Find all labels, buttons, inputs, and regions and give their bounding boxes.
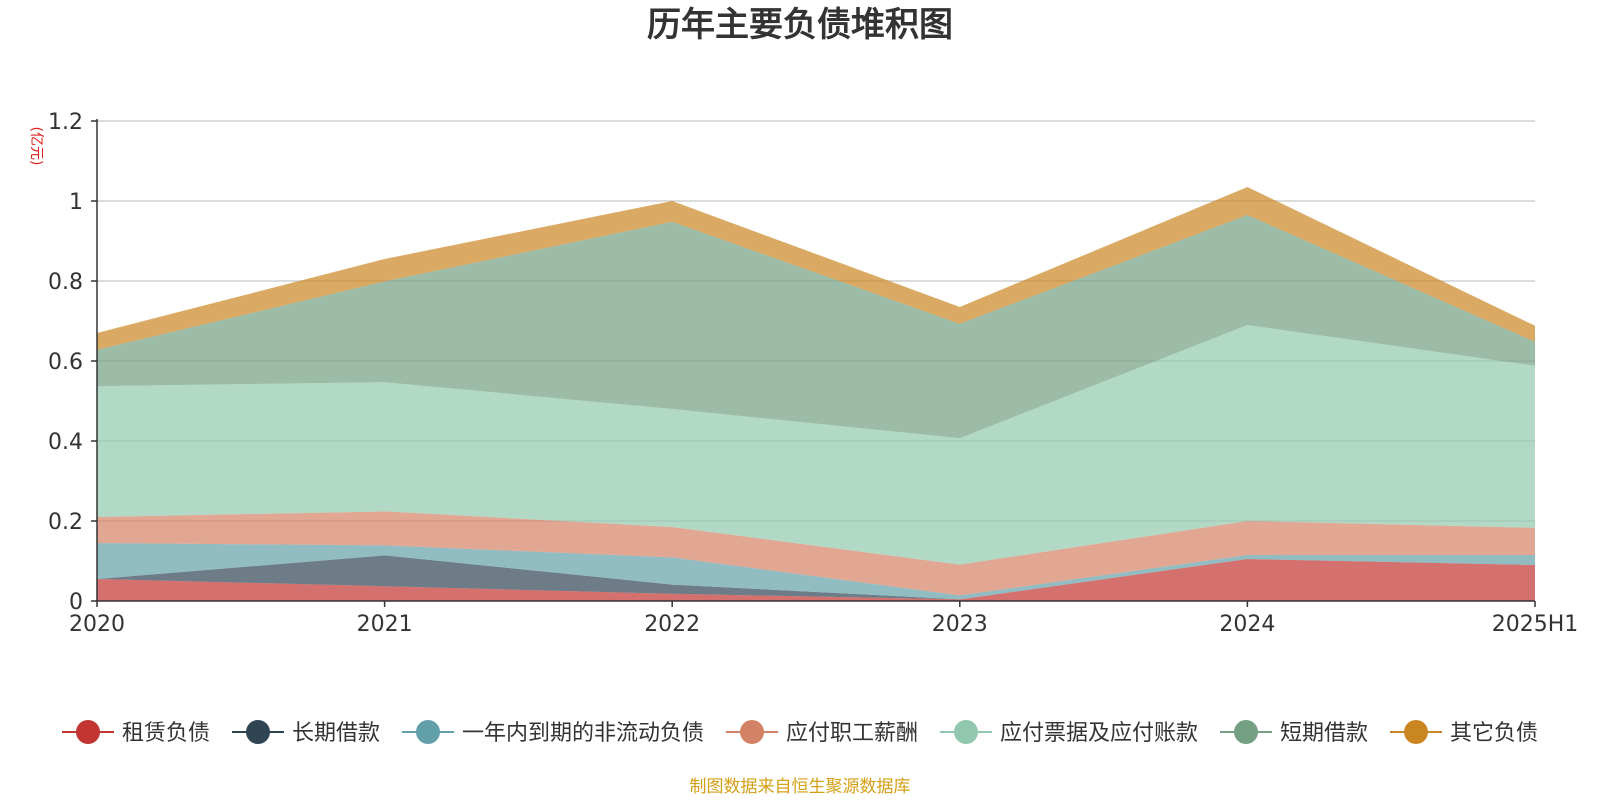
y-tick-label: 0.6 bbox=[48, 350, 83, 375]
y-tick-label: 0.4 bbox=[48, 430, 83, 455]
legend-item[interactable]: 应付票据及应付账款 bbox=[940, 720, 1198, 746]
legend-label: 应付职工薪酬 bbox=[786, 721, 918, 746]
y-tick-label: 0 bbox=[69, 590, 83, 615]
stacked-areas bbox=[97, 187, 1535, 601]
chart-title: 历年主要负债堆积图 bbox=[647, 5, 953, 45]
y-tick-label: 0.2 bbox=[48, 510, 83, 535]
legend-marker bbox=[76, 720, 100, 744]
source-note: 制图数据来自恒生聚源数据库 bbox=[690, 777, 911, 797]
legend-item[interactable]: 长期借款 bbox=[232, 720, 380, 746]
x-tick-label: 2025H1 bbox=[1492, 612, 1579, 637]
axes: 0 0.2 0.4 0.6 0.8 1 1.2 2020 2021 2022 2023 2024 202… bbox=[48, 110, 1578, 637]
x-tick-label: 2021 bbox=[357, 612, 413, 637]
area-series bbox=[97, 325, 1535, 565]
x-tick-label: 2022 bbox=[644, 612, 700, 637]
y-tick-label: 1.2 bbox=[48, 110, 83, 135]
legend-label: 其它负债 bbox=[1450, 721, 1538, 746]
x-tick-label: 2020 bbox=[69, 612, 125, 637]
x-tick-label: 2024 bbox=[1219, 612, 1275, 637]
y-tick-label: 0.8 bbox=[48, 270, 83, 295]
legend-marker bbox=[1404, 720, 1428, 744]
legend-marker bbox=[954, 720, 978, 744]
legend-item[interactable]: 租赁负债 bbox=[62, 720, 210, 746]
legend-label: 应付票据及应付账款 bbox=[1000, 721, 1198, 746]
legend[interactable]: 租赁负债 长期借款 一年内到期的非流动负债 应付职工薪酬 应付票据及应付账款 短期借款 其它… bbox=[62, 720, 1538, 746]
legend-label: 一年内到期的非流动负债 bbox=[462, 721, 704, 746]
legend-marker bbox=[1234, 720, 1258, 744]
legend-marker bbox=[416, 720, 440, 744]
area-series bbox=[97, 215, 1535, 439]
legend-item[interactable]: 应付职工薪酬 bbox=[726, 720, 918, 746]
area-series bbox=[97, 555, 1535, 600]
legend-marker bbox=[740, 720, 764, 744]
x-tick-label: 2023 bbox=[932, 612, 988, 637]
y-unit-label: (亿元) bbox=[28, 127, 44, 166]
legend-label: 租赁负债 bbox=[122, 721, 210, 746]
area-series bbox=[97, 511, 1535, 596]
legend-marker bbox=[246, 720, 270, 744]
area-series bbox=[97, 559, 1535, 601]
area-series bbox=[97, 187, 1535, 350]
legend-label: 短期借款 bbox=[1280, 721, 1368, 746]
legend-label: 长期借款 bbox=[292, 721, 380, 746]
legend-item[interactable]: 一年内到期的非流动负债 bbox=[402, 720, 704, 746]
legend-item[interactable]: 短期借款 bbox=[1220, 720, 1368, 746]
legend-item[interactable]: 其它负债 bbox=[1390, 720, 1538, 746]
area-series bbox=[97, 543, 1535, 600]
y-tick-label: 1 bbox=[69, 190, 83, 215]
